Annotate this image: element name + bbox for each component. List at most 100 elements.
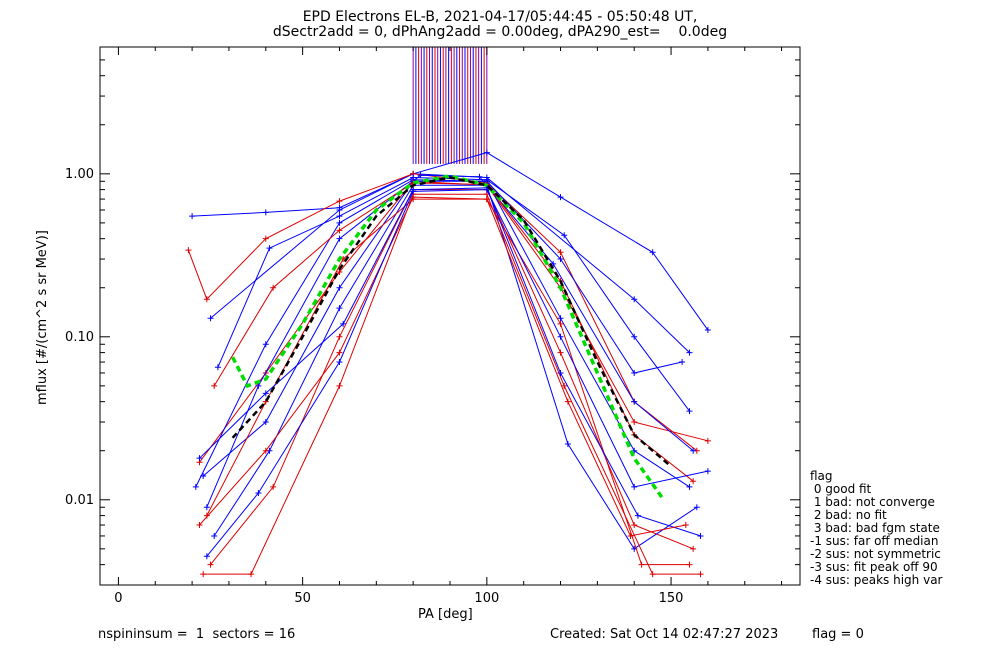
- data-point: [690, 478, 697, 485]
- data-point: [557, 369, 564, 376]
- data-point: [557, 194, 564, 201]
- legend-item: 0 good fit: [810, 482, 872, 496]
- x-axis-label: PA [deg]: [418, 607, 473, 622]
- y-axis-label: mflux [#/(cm^2 s sr MeV)]: [35, 230, 50, 405]
- series-line: [206, 189, 709, 557]
- data-point: [203, 296, 210, 303]
- data-point: [704, 327, 711, 334]
- x-tick-label: 0: [114, 591, 122, 606]
- x-tick-label: 150: [659, 591, 684, 606]
- chart-subtitle: dSectr2add = 0, dPhAng2add = 0.00deg, dP…: [272, 24, 728, 40]
- data-point: [211, 532, 218, 539]
- series-line: [192, 152, 709, 331]
- data-point: [262, 235, 269, 242]
- data-point: [557, 249, 564, 256]
- series-line: [203, 193, 701, 575]
- data-point: [336, 284, 343, 291]
- data-point: [185, 247, 192, 254]
- data-point: [631, 522, 638, 529]
- series-line: [213, 182, 694, 482]
- data-point: [255, 382, 262, 389]
- x-tick-label: 50: [294, 591, 311, 606]
- legend-item: 3 bad: bad fgm state: [810, 521, 940, 535]
- footer-created: Created: Sat Oct 14 02:47:27 2023: [550, 627, 779, 642]
- data-point: [336, 219, 343, 226]
- series-line: [210, 189, 694, 565]
- data-point: [336, 305, 343, 312]
- data-point: [631, 369, 638, 376]
- data-point: [214, 364, 221, 371]
- legend-item: -1 sus: far off median: [810, 534, 939, 548]
- data-point: [682, 522, 689, 529]
- data-point: [262, 209, 269, 216]
- series-line: [202, 180, 690, 488]
- data-point: [336, 198, 343, 205]
- data-point: [638, 561, 645, 568]
- data-point: [690, 545, 697, 552]
- data-point: [262, 390, 269, 397]
- series-line: [213, 184, 698, 550]
- data-point: [631, 333, 638, 340]
- data-point: [417, 172, 424, 179]
- data-point: [336, 213, 343, 220]
- data-point: [270, 284, 277, 291]
- data-point: [679, 359, 686, 366]
- series-line: [206, 198, 690, 566]
- data-point: [631, 419, 638, 426]
- legend-item: -2 sus: not symmetric: [810, 547, 941, 561]
- data-point: [686, 408, 693, 415]
- data-point: [255, 490, 262, 497]
- data-layer: [185, 47, 711, 578]
- footer-flag: flag = 0: [812, 627, 864, 642]
- footer-sectors: nspininsum = 1 sectors = 16: [98, 627, 296, 642]
- data-point: [627, 532, 634, 539]
- data-point: [336, 382, 343, 389]
- legend-item: 2 bad: no fit: [810, 508, 887, 522]
- data-point: [189, 213, 196, 220]
- data-point: [686, 561, 693, 568]
- data-point: [336, 227, 343, 234]
- data-point: [270, 483, 277, 490]
- data-point: [697, 532, 704, 539]
- y-tick-label: 1.00: [65, 167, 94, 182]
- data-point: [211, 382, 218, 389]
- x-tick-label: 100: [474, 591, 499, 606]
- data-point: [340, 320, 347, 327]
- legend-title: flag: [810, 469, 833, 483]
- fit-curve: [231, 174, 666, 501]
- y-tick-label: 0.01: [65, 493, 94, 508]
- data-point: [483, 196, 490, 203]
- legend-item: -3 sus: fit peak off 90: [810, 560, 938, 574]
- data-point: [200, 571, 207, 578]
- data-point: [336, 235, 343, 242]
- data-point: [203, 512, 210, 519]
- data-point: [207, 315, 214, 322]
- data-point: [207, 561, 214, 568]
- data-point: [557, 320, 564, 327]
- data-point: [262, 341, 269, 348]
- data-point: [266, 245, 273, 252]
- series-line: [199, 196, 686, 537]
- legend-item: 1 bad: not converge: [810, 495, 935, 509]
- series-line: [206, 174, 694, 508]
- data-point: [557, 349, 564, 356]
- chart-title: EPD Electrons EL-B, 2021-04-17/05:44:45 …: [302, 9, 698, 25]
- data-point: [192, 483, 199, 490]
- series-line: [195, 179, 683, 488]
- data-point: [631, 483, 638, 490]
- data-point: [483, 186, 490, 193]
- data-point: [196, 455, 203, 462]
- data-point: [634, 512, 641, 519]
- data-point: [410, 188, 417, 195]
- fit-curve: [231, 176, 672, 468]
- data-point: [561, 382, 568, 389]
- data-point: [336, 206, 343, 213]
- legend-item: -4 sus: peaks high var: [810, 573, 943, 587]
- data-point: [203, 553, 210, 560]
- data-point: [336, 333, 343, 340]
- data-point: [483, 149, 490, 156]
- data-point: [557, 315, 564, 322]
- data-point: [262, 447, 269, 454]
- y-tick-label: 0.10: [65, 330, 94, 345]
